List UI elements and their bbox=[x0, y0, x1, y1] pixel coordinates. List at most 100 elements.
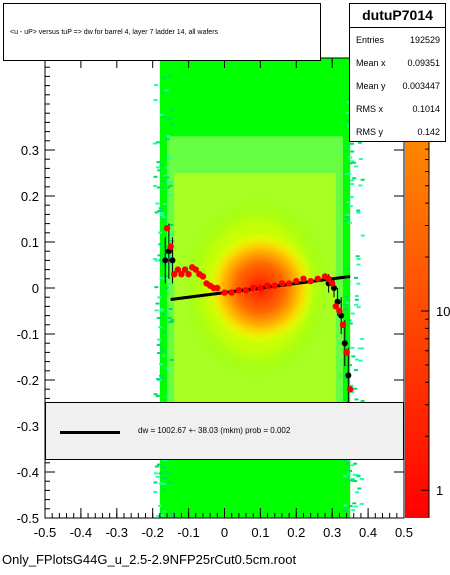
profile-point-red bbox=[242, 287, 250, 294]
density-speckle bbox=[343, 373, 348, 376]
y-tick-label: -0.5 bbox=[17, 511, 39, 526]
density-speckle bbox=[346, 143, 351, 146]
density-speckle bbox=[354, 398, 359, 401]
density-speckle bbox=[344, 149, 349, 152]
density-speckle bbox=[356, 282, 361, 285]
density-speckle bbox=[164, 287, 169, 290]
density-speckle bbox=[343, 475, 348, 478]
density-speckle bbox=[162, 377, 167, 380]
density-speckle bbox=[169, 254, 174, 257]
density-speckle bbox=[160, 180, 165, 183]
density-speckle bbox=[155, 141, 160, 144]
density-speckle bbox=[157, 463, 162, 466]
profile-point-red bbox=[314, 275, 322, 282]
profile-point-red bbox=[167, 243, 174, 250]
stats-label: RMS y bbox=[356, 127, 383, 137]
density-speckle bbox=[164, 89, 169, 92]
density-speckle bbox=[153, 175, 158, 178]
density-speckle bbox=[169, 224, 174, 227]
density-speckle bbox=[356, 475, 361, 478]
density-speckle bbox=[154, 465, 159, 468]
z-axis: 1 10 bbox=[421, 140, 450, 518]
density-speckle bbox=[344, 295, 349, 298]
profile-point-red bbox=[329, 280, 336, 287]
density-speckle bbox=[158, 482, 163, 485]
density-speckle bbox=[345, 213, 350, 216]
x-tick-label: -0.3 bbox=[106, 525, 128, 540]
density-speckle bbox=[154, 286, 159, 289]
x-tick-label: -0.4 bbox=[70, 525, 92, 540]
density-speckle bbox=[158, 472, 163, 475]
density-speckle bbox=[354, 303, 359, 306]
density-speckle bbox=[163, 459, 168, 462]
density-speckle bbox=[163, 275, 168, 278]
density-speckle bbox=[168, 481, 173, 484]
density-speckle bbox=[356, 211, 361, 214]
color-palette bbox=[405, 140, 429, 518]
x-axis: -0.5 -0.4 -0.3 -0.2 -0.1 0 0.1 0.2 0.3 0.4 0.5 bbox=[34, 58, 413, 540]
density-speckle bbox=[162, 510, 167, 513]
file-name-footer: Only_FPlotsG44G_u_2.5-2.9NFP25rCut0.5cm.… bbox=[2, 552, 297, 567]
density-speckle bbox=[168, 194, 173, 197]
density-speckle bbox=[167, 262, 172, 265]
y-tick-label: -0.2 bbox=[17, 373, 39, 388]
density-speckle bbox=[345, 215, 350, 218]
density-speckle bbox=[348, 156, 353, 159]
y-tick-label: 0.1 bbox=[21, 235, 39, 250]
legend-text: dw = 1002.67 +- 38.03 (mkm) prob = 0.002 bbox=[138, 426, 291, 435]
density-speckle bbox=[349, 183, 354, 186]
density-speckle bbox=[153, 490, 158, 493]
density-speckle bbox=[360, 234, 365, 237]
x-tick-label: 0.2 bbox=[287, 525, 305, 540]
density-speckle bbox=[344, 172, 349, 175]
density-speckle bbox=[160, 349, 165, 352]
density-speckle bbox=[168, 184, 173, 187]
density-speckle bbox=[354, 165, 359, 168]
density-speckle bbox=[153, 393, 158, 396]
profile-point-red bbox=[181, 266, 189, 273]
density-speckle bbox=[169, 514, 174, 517]
density-speckle bbox=[343, 377, 348, 380]
profile-point-red bbox=[336, 307, 343, 315]
density-speckle bbox=[359, 502, 364, 505]
density-speckle bbox=[170, 122, 175, 125]
profile-point-red bbox=[235, 287, 243, 294]
density-speckle bbox=[348, 469, 353, 472]
density-speckle bbox=[157, 209, 162, 212]
profile-point-red bbox=[185, 271, 192, 278]
density-speckle bbox=[356, 209, 361, 212]
density-speckle bbox=[352, 161, 357, 164]
z-tick-label: 1 bbox=[436, 483, 443, 498]
profile-point-red bbox=[325, 275, 332, 282]
density-speckle bbox=[344, 478, 349, 481]
density-speckle bbox=[154, 309, 159, 312]
density-speckle bbox=[160, 308, 165, 311]
density-speckle bbox=[159, 374, 164, 377]
y-tick-label: 0 bbox=[32, 281, 39, 296]
density-speckle bbox=[346, 78, 351, 81]
density-speckle bbox=[160, 214, 165, 217]
density-speckle bbox=[358, 158, 363, 161]
profile-points bbox=[162, 223, 354, 403]
x-tick-label: 0.5 bbox=[395, 525, 413, 540]
profile-point-red bbox=[221, 289, 228, 296]
density-speckle bbox=[353, 480, 358, 483]
density-speckle bbox=[154, 83, 159, 86]
density-speckle bbox=[156, 186, 161, 189]
density-speckle bbox=[157, 352, 162, 355]
density-speckle bbox=[155, 395, 160, 398]
density-speckle bbox=[357, 141, 362, 144]
density-speckle bbox=[359, 478, 364, 481]
profile-point-red bbox=[264, 282, 271, 289]
stats-value: 0.003447 bbox=[402, 81, 440, 91]
x-tick-label: 0.3 bbox=[323, 525, 341, 540]
density-speckle bbox=[155, 166, 160, 169]
profile-point-red bbox=[199, 273, 207, 280]
density-speckle bbox=[356, 306, 361, 309]
density-speckle bbox=[356, 263, 361, 266]
density-speckle bbox=[353, 387, 358, 390]
density-speckle bbox=[165, 176, 170, 179]
density-speckle bbox=[163, 174, 168, 177]
stats-value: 0.1014 bbox=[412, 104, 440, 114]
